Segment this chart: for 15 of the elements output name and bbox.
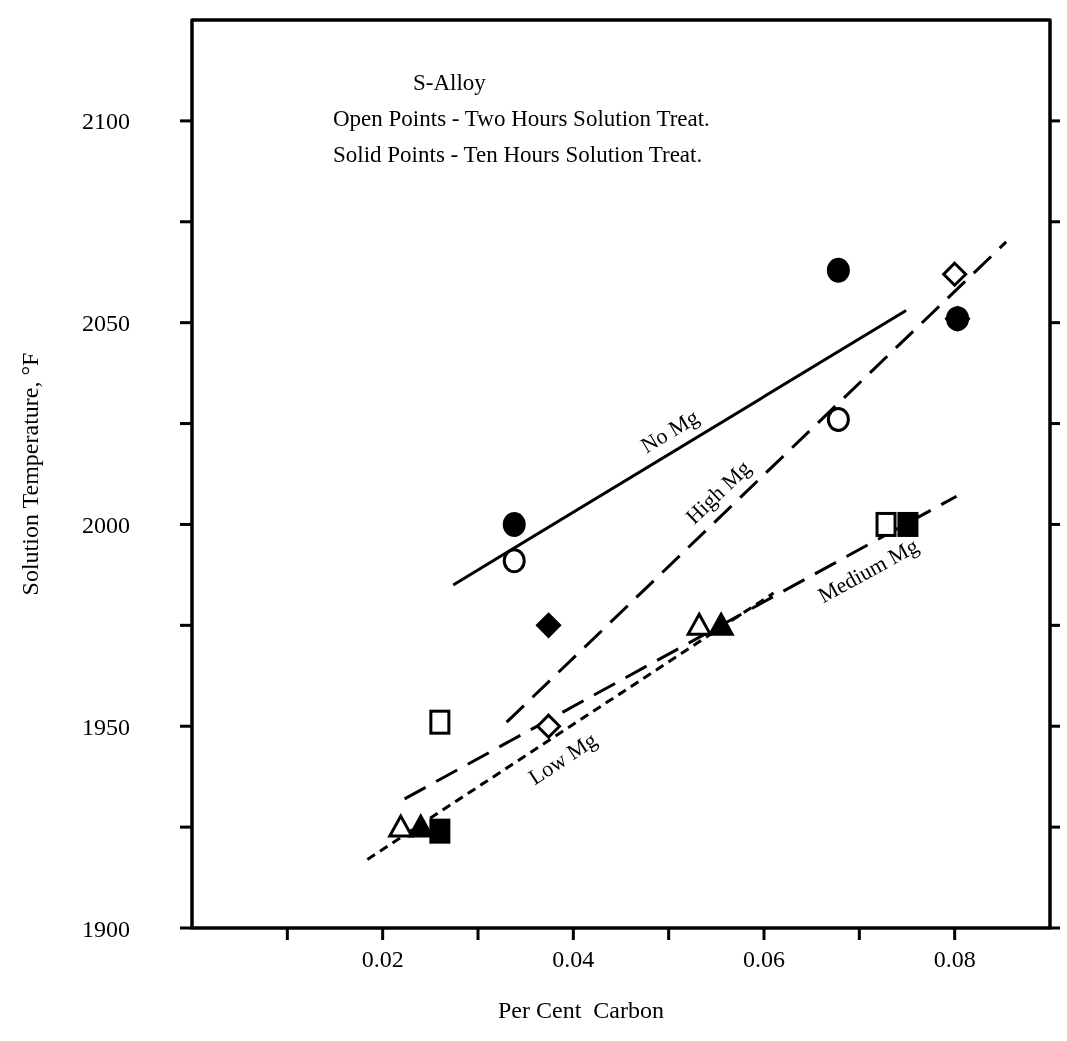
y-tick-label: 1950 [82, 713, 130, 740]
x-tick-label: 0.06 [743, 946, 785, 973]
text: Low Mg [523, 726, 602, 790]
y-tick-label: 2100 [82, 108, 130, 135]
annotation: Open Points - Two Hours Solution Treat. [333, 106, 710, 131]
annotation: S-Alloy [413, 70, 487, 95]
y-tick-label: 2000 [82, 511, 130, 538]
annotation: Solid Points - Ten Hours Solution Treat. [333, 142, 703, 167]
y-axis-title: Solution Temperature, °F [17, 352, 43, 596]
x-tick-label: 0.04 [552, 946, 595, 973]
x-tick-label: 0.08 [933, 946, 976, 973]
y-tick-label: 2050 [82, 310, 130, 337]
x-tick-label: 0.02 [361, 946, 404, 973]
y-tick-label: 1900 [82, 915, 130, 942]
x-axis-title: Per Cent Carbon [498, 997, 664, 1023]
